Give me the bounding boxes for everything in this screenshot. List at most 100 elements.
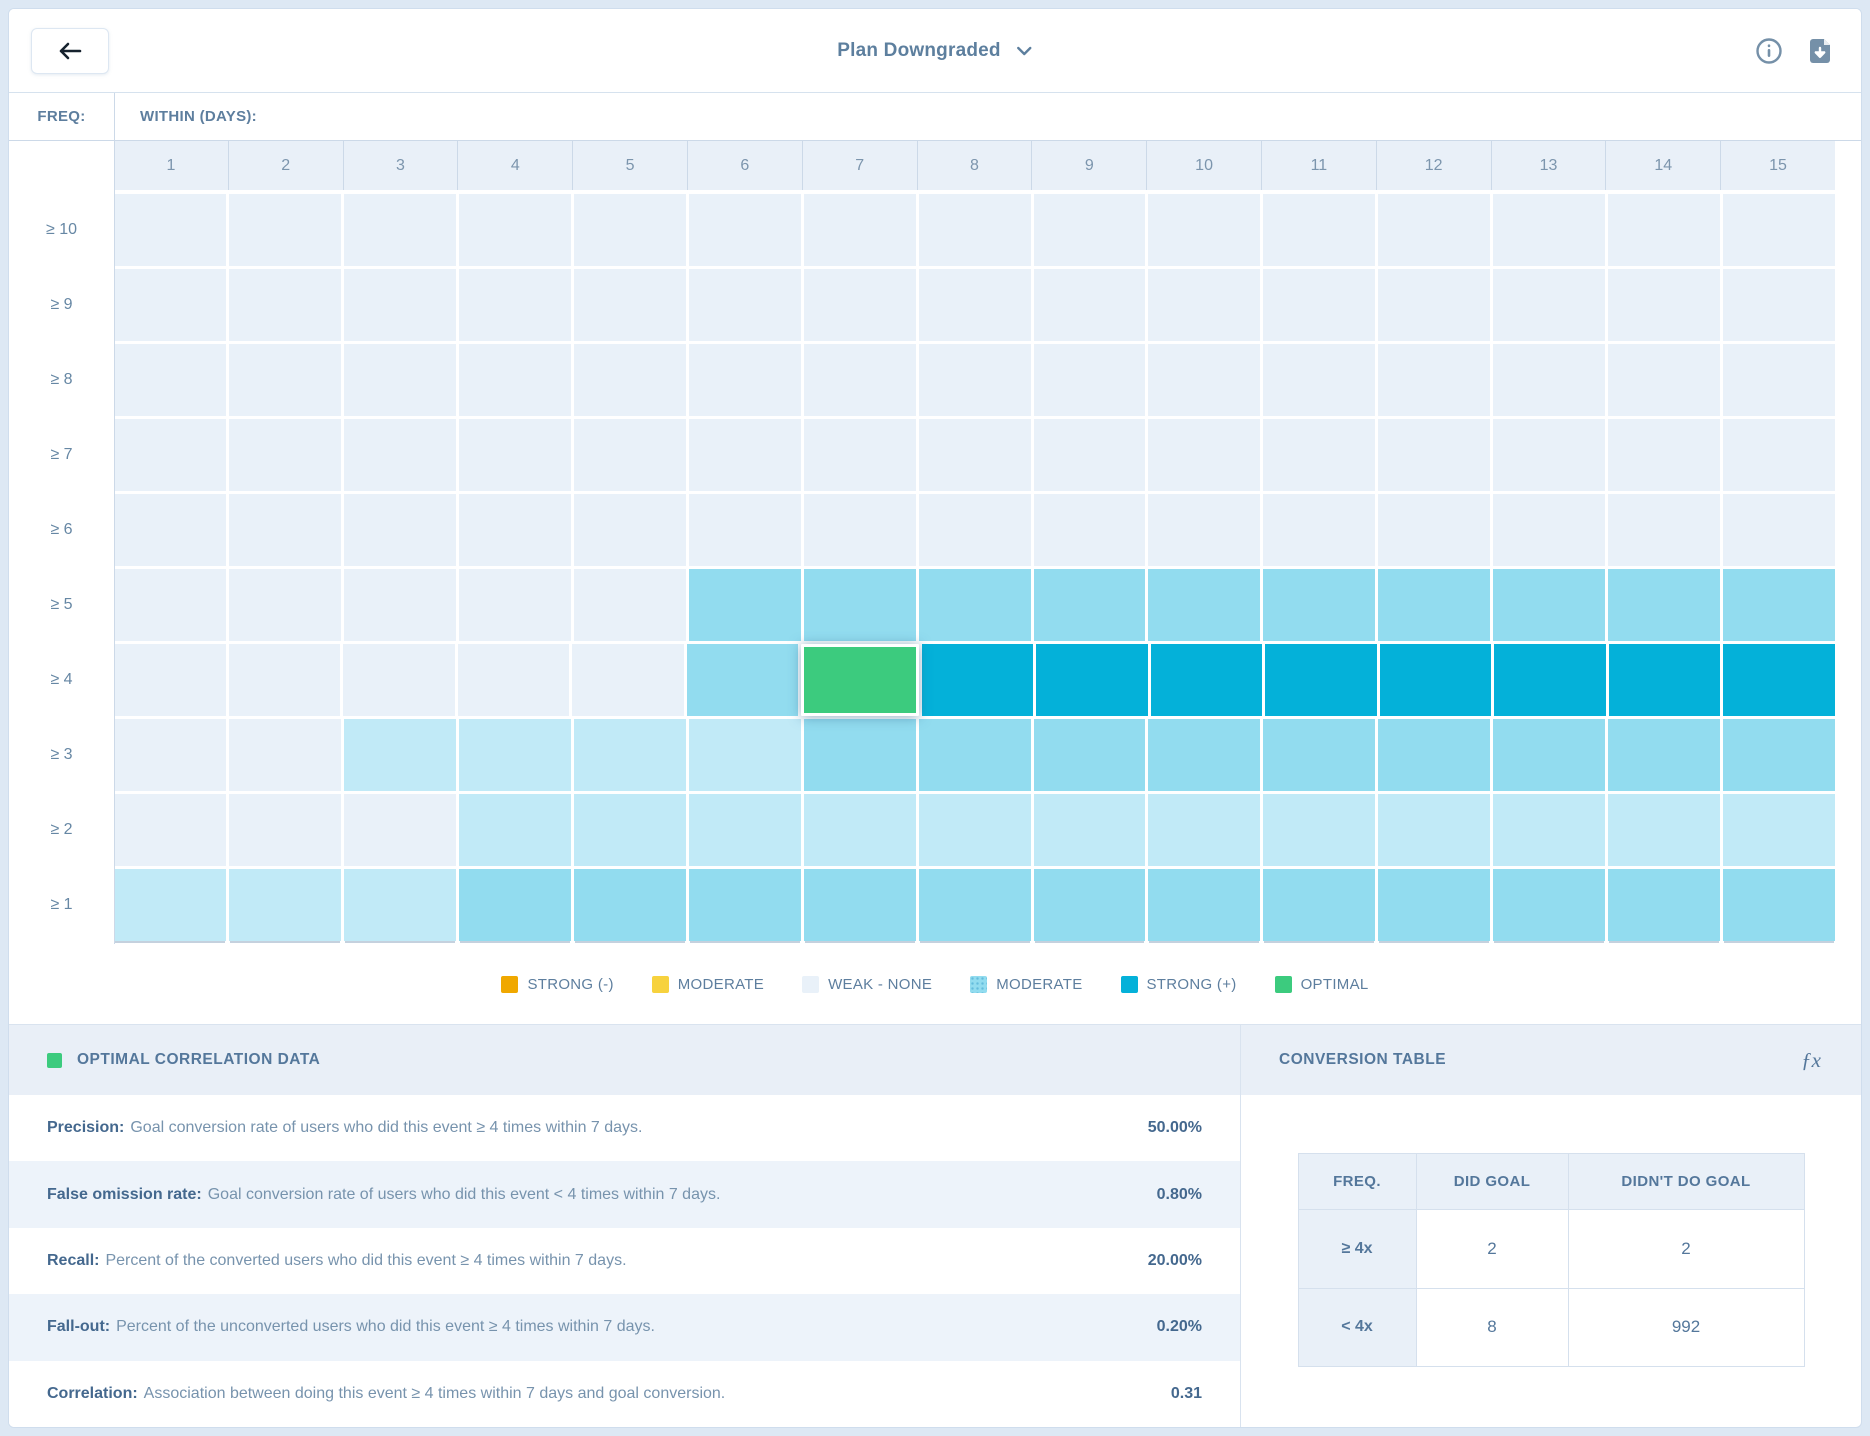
heatmap-cell[interactable] [458, 194, 571, 266]
heatmap-cell[interactable] [1723, 644, 1835, 716]
heatmap-cell[interactable] [458, 719, 571, 791]
heatmap-cell[interactable] [1033, 794, 1146, 866]
heatmap-cell[interactable] [228, 194, 341, 266]
heatmap-cell[interactable] [803, 344, 916, 416]
heatmap-cell[interactable] [114, 794, 226, 866]
heatmap-cell[interactable] [1148, 794, 1261, 866]
heatmap-cell[interactable] [1494, 644, 1606, 716]
heatmap-cell-optimal[interactable] [801, 644, 919, 716]
heatmap-cell[interactable] [1608, 194, 1721, 266]
heatmap-cell[interactable] [688, 194, 801, 266]
info-icon[interactable] [1755, 37, 1783, 65]
heatmap-cell[interactable] [1263, 569, 1376, 641]
heatmap-cell[interactable] [1263, 269, 1376, 341]
heatmap-cell[interactable] [1723, 719, 1836, 791]
heatmap-cell[interactable] [573, 494, 686, 566]
heatmap-cell[interactable] [1378, 719, 1491, 791]
heatmap-cell[interactable] [458, 269, 571, 341]
heatmap-cell[interactable] [1036, 644, 1148, 716]
heatmap-cell[interactable] [918, 569, 1031, 641]
heatmap-cell[interactable] [573, 194, 686, 266]
heatmap-cell[interactable] [458, 794, 571, 866]
heatmap-cell[interactable] [573, 569, 686, 641]
heatmap-cell[interactable] [228, 644, 341, 716]
heatmap-cell[interactable] [1263, 194, 1376, 266]
heatmap-cell[interactable] [228, 269, 341, 341]
heatmap-cell[interactable] [343, 869, 456, 941]
heatmap-cell[interactable] [458, 569, 571, 641]
heatmap-cell[interactable] [918, 344, 1031, 416]
heatmap-cell[interactable] [114, 569, 226, 641]
heatmap-cell[interactable] [1379, 644, 1492, 716]
heatmap-cell[interactable] [918, 719, 1031, 791]
heatmap-cell[interactable] [228, 344, 341, 416]
heatmap-cell[interactable] [228, 794, 341, 866]
heatmap-cell[interactable] [1608, 644, 1721, 716]
heatmap-cell[interactable] [1723, 569, 1836, 641]
heatmap-cell[interactable] [1150, 644, 1263, 716]
heatmap-cell[interactable] [343, 644, 455, 716]
heatmap-cell[interactable] [1263, 494, 1376, 566]
heatmap-cell[interactable] [1148, 719, 1261, 791]
heatmap-cell[interactable] [457, 644, 570, 716]
heatmap-cell[interactable] [458, 869, 571, 941]
heatmap-cell[interactable] [1493, 269, 1606, 341]
heatmap-cell[interactable] [803, 494, 916, 566]
heatmap-cell[interactable] [803, 194, 916, 266]
heatmap-cell[interactable] [688, 419, 801, 491]
heatmap-cell[interactable] [1033, 869, 1146, 941]
heatmap-cell[interactable] [1608, 344, 1721, 416]
heatmap-cell[interactable] [1263, 719, 1376, 791]
heatmap-cell[interactable] [1265, 644, 1377, 716]
heatmap-cell[interactable] [458, 419, 571, 491]
heatmap-cell[interactable] [1378, 344, 1491, 416]
heatmap-cell[interactable] [1493, 194, 1606, 266]
heatmap-cell[interactable] [803, 419, 916, 491]
heatmap-cell[interactable] [573, 794, 686, 866]
heatmap-cell[interactable] [114, 719, 226, 791]
heatmap-cell[interactable] [1493, 494, 1606, 566]
heatmap-cell[interactable] [1033, 194, 1146, 266]
heatmap-cell[interactable] [921, 644, 1034, 716]
heatmap-cell[interactable] [114, 644, 226, 716]
heatmap-cell[interactable] [1148, 344, 1261, 416]
heatmap-cell[interactable] [572, 644, 684, 716]
heatmap-cell[interactable] [343, 569, 456, 641]
heatmap-cell[interactable] [1033, 344, 1146, 416]
heatmap-cell[interactable] [1033, 494, 1146, 566]
heatmap-cell[interactable] [686, 644, 799, 716]
heatmap-cell[interactable] [1608, 794, 1721, 866]
heatmap-cell[interactable] [688, 719, 801, 791]
heatmap-cell[interactable] [1723, 869, 1836, 941]
heatmap-cell[interactable] [1378, 269, 1491, 341]
heatmap-cell[interactable] [343, 344, 456, 416]
heatmap-cell[interactable] [688, 869, 801, 941]
heatmap-cell[interactable] [1608, 494, 1721, 566]
heatmap-cell[interactable] [1148, 494, 1261, 566]
heatmap-cell[interactable] [918, 269, 1031, 341]
heatmap-cell[interactable] [228, 494, 341, 566]
heatmap-cell[interactable] [1723, 194, 1836, 266]
heatmap-cell[interactable] [918, 419, 1031, 491]
heatmap-cell[interactable] [343, 719, 456, 791]
heatmap-cell[interactable] [114, 194, 226, 266]
heatmap-cell[interactable] [1263, 344, 1376, 416]
heatmap-cell[interactable] [1723, 494, 1836, 566]
heatmap-cell[interactable] [1033, 269, 1146, 341]
heatmap-cell[interactable] [228, 869, 341, 941]
heatmap-cell[interactable] [1148, 194, 1261, 266]
heatmap-cell[interactable] [114, 344, 226, 416]
heatmap-cell[interactable] [1723, 344, 1836, 416]
heatmap-cell[interactable] [573, 419, 686, 491]
heatmap-cell[interactable] [573, 269, 686, 341]
heatmap-cell[interactable] [918, 494, 1031, 566]
heatmap-cell[interactable] [458, 344, 571, 416]
heatmap-cell[interactable] [343, 194, 456, 266]
heatmap-cell[interactable] [1493, 794, 1606, 866]
heatmap-cell[interactable] [688, 569, 801, 641]
heatmap-cell[interactable] [343, 794, 456, 866]
heatmap-cell[interactable] [1608, 719, 1721, 791]
heatmap-cell[interactable] [688, 344, 801, 416]
heatmap-cell[interactable] [803, 719, 916, 791]
heatmap-cell[interactable] [1493, 419, 1606, 491]
